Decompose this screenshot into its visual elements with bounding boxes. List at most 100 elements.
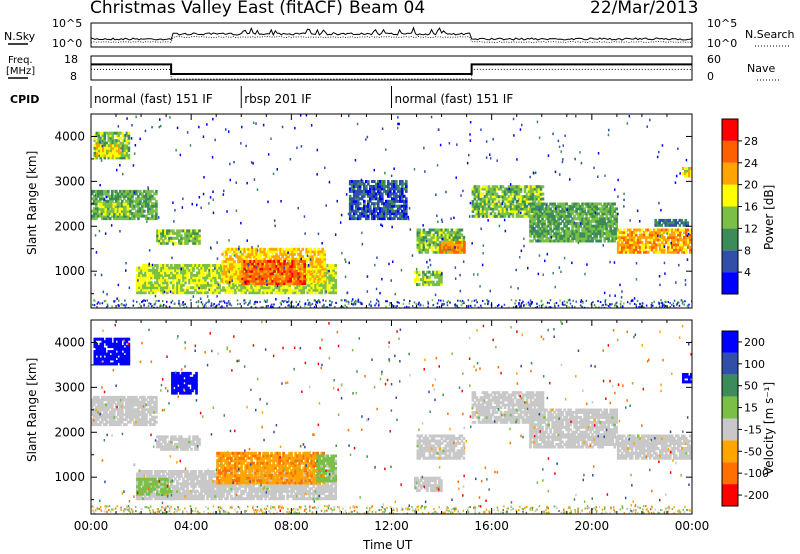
data-cell <box>391 182 394 186</box>
data-cell <box>232 283 235 287</box>
data-cell <box>607 209 610 213</box>
data-cell <box>174 273 177 277</box>
data-cell <box>106 210 110 214</box>
data-cell <box>634 233 638 237</box>
data-cell <box>527 187 531 191</box>
data-cell <box>509 185 513 189</box>
data-cell <box>308 291 311 295</box>
data-cell <box>136 268 139 272</box>
data-cell <box>460 243 464 247</box>
data-cell <box>301 279 304 283</box>
data-cell <box>640 243 644 247</box>
data-cell <box>454 238 458 242</box>
data-cell <box>142 278 145 282</box>
data-cell <box>473 207 477 211</box>
data-cell <box>276 291 279 295</box>
data-cell <box>117 214 120 218</box>
data-cell <box>184 264 187 267</box>
data-cell <box>326 286 329 290</box>
data-cell <box>267 282 270 286</box>
data-cell <box>603 217 606 221</box>
data-cell <box>393 194 396 198</box>
data-cell <box>317 262 320 266</box>
data-cell <box>519 207 523 211</box>
data-cell <box>599 237 602 240</box>
data-cell <box>312 286 315 290</box>
data-cell <box>192 276 195 280</box>
scatter-cell <box>686 234 689 237</box>
data-cell <box>214 281 217 285</box>
data-cell <box>110 205 114 209</box>
data-cell <box>258 291 261 295</box>
data-cell <box>168 266 171 270</box>
data-cell <box>609 232 612 236</box>
data-cell <box>251 277 254 281</box>
data-cell <box>537 190 541 194</box>
data-cell <box>231 275 234 278</box>
data-cell <box>277 277 280 281</box>
data-cell <box>291 259 294 263</box>
data-cell <box>620 243 624 247</box>
data-cell <box>111 192 114 196</box>
data-cell <box>315 257 318 261</box>
data-cell <box>279 274 282 278</box>
data-cell <box>529 195 533 199</box>
data-cell <box>184 231 187 235</box>
data-cell <box>117 199 120 203</box>
data-cell <box>525 207 529 211</box>
data-cell <box>140 278 143 282</box>
scatter-cell <box>623 192 625 196</box>
data-cell <box>471 209 475 213</box>
data-cell <box>383 212 386 216</box>
scatter-cell <box>239 250 242 254</box>
data-cell <box>529 224 532 228</box>
data-cell <box>129 199 132 203</box>
data-cell <box>405 209 408 213</box>
data-cell <box>555 212 558 216</box>
data-cell <box>184 288 187 292</box>
data-cell <box>104 149 107 153</box>
data-cell <box>239 275 242 278</box>
data-cell <box>535 190 539 194</box>
data-cell <box>200 291 203 295</box>
data-cell <box>557 234 560 238</box>
data-cell <box>399 180 402 183</box>
data-cell <box>178 229 181 233</box>
data-cell <box>273 262 276 266</box>
data-cell <box>95 134 99 138</box>
data-cell <box>210 264 213 267</box>
data-cell <box>275 272 278 276</box>
data-cell <box>101 139 105 143</box>
data-cell <box>539 237 542 240</box>
data-cell <box>256 283 259 287</box>
data-cell <box>354 212 358 216</box>
data-cell <box>206 283 209 287</box>
data-cell <box>577 234 580 238</box>
data-cell <box>115 131 119 135</box>
data-cell <box>491 202 495 206</box>
data-cell <box>581 212 584 216</box>
data-cell <box>375 202 378 206</box>
data-cell <box>529 222 532 226</box>
data-cell <box>196 264 199 267</box>
data-cell <box>438 240 442 244</box>
scatter-cell <box>275 298 277 301</box>
scatter-cell <box>336 199 338 203</box>
data-cell <box>110 210 114 214</box>
data-cell <box>103 144 107 148</box>
data-cell <box>601 229 604 233</box>
data-cell <box>289 264 292 268</box>
data-cell <box>667 231 670 234</box>
scatter-cell <box>381 127 384 130</box>
data-cell <box>377 185 380 188</box>
data-cell <box>499 212 503 216</box>
scatter-cell <box>283 266 285 270</box>
data-cell <box>319 279 322 283</box>
data-cell <box>555 219 558 223</box>
data-cell <box>91 192 94 196</box>
data-cell <box>297 265 300 269</box>
data-cell <box>229 257 232 261</box>
data-cell <box>322 286 325 290</box>
data-cell <box>275 282 278 286</box>
data-cell <box>302 288 305 292</box>
